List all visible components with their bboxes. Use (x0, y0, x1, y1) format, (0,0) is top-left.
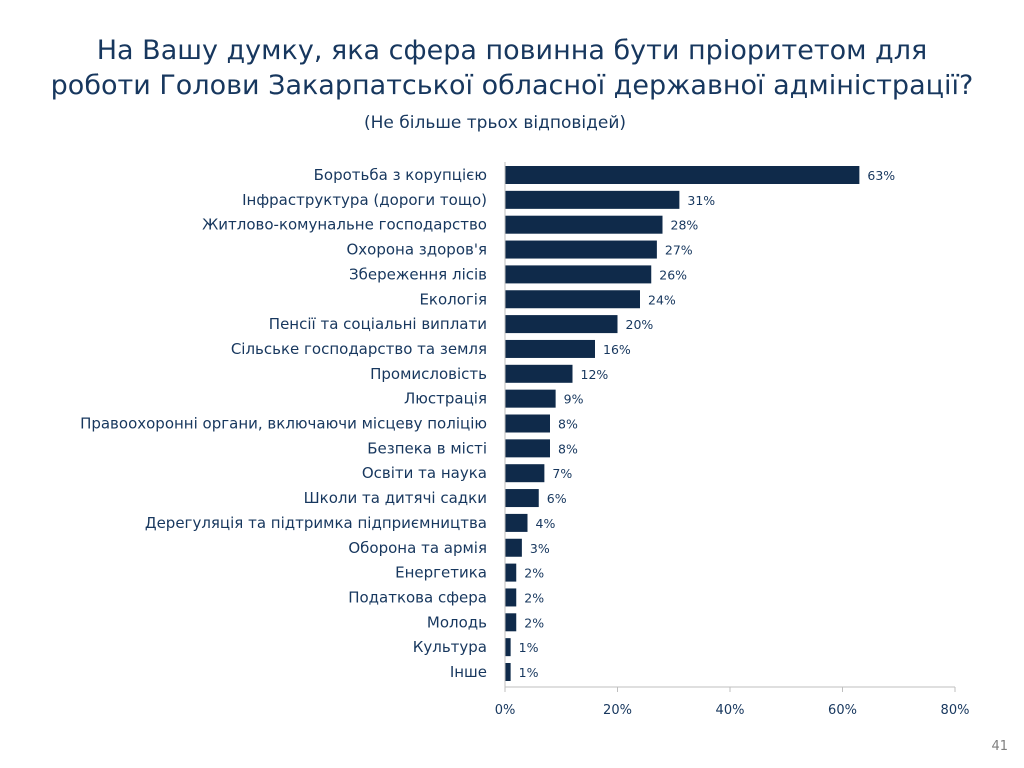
category-label: Охорона здоров'я (346, 241, 487, 259)
category-label: Культура (413, 638, 487, 656)
value-label: 3% (530, 541, 550, 556)
bar (505, 513, 528, 532)
value-label: 2% (524, 590, 544, 605)
page-number: 41 (991, 739, 1008, 754)
bar (505, 489, 539, 508)
value-label: 26% (659, 267, 687, 282)
x-tick-label: 0% (495, 703, 516, 718)
value-label: 4% (536, 516, 556, 531)
bar (505, 339, 595, 358)
bar (505, 166, 860, 184)
value-label: 63% (867, 168, 895, 183)
value-label: 1% (519, 665, 539, 680)
bar (505, 613, 517, 632)
x-axis: 0% 20% 40% 60% 80% (495, 162, 970, 718)
value-label: 1% (519, 640, 539, 655)
value-label: 2% (524, 615, 544, 630)
category-label: Податкова сфера (348, 588, 487, 606)
category-label: Школи та дитячі садки (304, 489, 487, 507)
category-label: Інше (450, 663, 487, 681)
value-label: 24% (648, 292, 676, 307)
value-label: 27% (665, 243, 693, 258)
value-label: 9% (564, 392, 584, 407)
bar (505, 315, 618, 334)
x-tick-label: 20% (603, 703, 632, 718)
chart-title-line-1: На Вашу думку, яка сфера повинна бути пр… (96, 35, 928, 66)
category-label: Безпека в місті (367, 439, 487, 457)
value-label: 7% (552, 466, 572, 481)
bar (505, 265, 652, 284)
category-label: Сільське господарство та земля (231, 340, 487, 358)
x-tick-label: 60% (828, 703, 857, 718)
category-label: Інфраструктура (дороги тощо) (242, 191, 487, 209)
chart-subtitle: (Не більше трьох відповідей) (363, 113, 626, 133)
bars (505, 166, 860, 681)
bar (505, 414, 550, 433)
bar (505, 389, 556, 408)
bar (505, 364, 573, 383)
bar (505, 663, 511, 681)
bar (505, 215, 663, 234)
bar (505, 464, 545, 483)
category-label: Пенсії та соціальні виплати (269, 315, 487, 333)
category-label: Люстрація (404, 390, 487, 408)
value-label: 20% (626, 317, 654, 332)
value-labels: 63% 31% 28% 27% 26% 24% 20% 16% 12% 9% 8% 8% 7% 6% 4% 3… (519, 168, 896, 680)
category-label: Житлово-комунальне господарство (202, 216, 487, 234)
category-label: Енергетика (395, 564, 487, 582)
value-label: 31% (687, 193, 715, 208)
category-labels: Боротьба з корупцією Інфраструктура (доро… (80, 166, 487, 681)
chart-title-line-2: роботи Голови Закарпатської обласної дер… (50, 70, 974, 101)
category-label: Правоохоронні органи, включаючи місцеву … (80, 415, 487, 433)
category-label: Екологія (419, 290, 487, 308)
bar (505, 588, 517, 607)
category-label: Дерегуляція та підтримка підприємництва (145, 514, 487, 532)
bar (505, 538, 522, 557)
bar-chart: Боротьба з корупцією Інфраструктура (доро… (80, 162, 970, 718)
category-label: Освіти та наука (362, 464, 487, 482)
value-label: 8% (558, 417, 578, 432)
category-label: Оборона та армія (348, 539, 487, 557)
bar (505, 240, 657, 259)
value-label: 12% (581, 367, 609, 382)
category-label: Боротьба з корупцією (314, 166, 487, 184)
bar (505, 190, 680, 209)
bar (505, 439, 550, 458)
category-label: Молодь (427, 613, 487, 631)
category-label: Збереження лісів (349, 265, 487, 283)
value-label: 28% (671, 218, 699, 233)
chart-title: На Вашу думку, яка сфера повинна бути пр… (0, 33, 1024, 103)
category-label: Промисловість (370, 365, 487, 383)
value-label: 8% (558, 441, 578, 456)
x-tick-label: 40% (716, 703, 745, 718)
value-label: 6% (547, 491, 567, 506)
bar (505, 638, 511, 657)
value-label: 2% (524, 566, 544, 581)
x-tick-label: 80% (941, 703, 970, 718)
value-label: 16% (603, 342, 631, 357)
bar (505, 563, 517, 582)
bar (505, 290, 640, 309)
